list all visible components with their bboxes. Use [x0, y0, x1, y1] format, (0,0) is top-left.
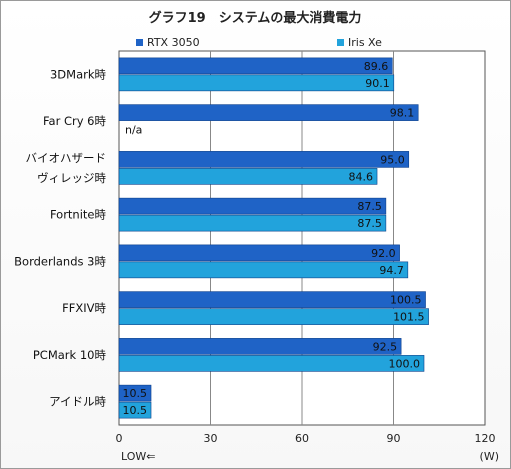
x-axis-low-label: LOW⇐ — [121, 450, 156, 463]
x-axis-unit-label: (W) — [480, 450, 499, 463]
x-tick-label-60: 60 — [295, 432, 309, 445]
value-label-1-6: 100.5 — [390, 294, 422, 307]
x-tick-label-0: 0 — [116, 432, 123, 445]
category-label-4: Fortnite時 — [50, 208, 107, 222]
value-label-2-5: 94.7 — [379, 264, 404, 277]
bar-2-5 — [118, 261, 409, 279]
value-label-2-6: 101.5 — [393, 311, 425, 324]
value-label-2-2: n/a — [125, 124, 142, 137]
value-label-1-3: 95.0 — [380, 153, 405, 166]
value-label-1-4: 87.5 — [357, 200, 382, 213]
category-label-8: アイドル時 — [49, 395, 106, 409]
legend-label-1: RTX 3050 — [147, 36, 200, 49]
bar-1-4 — [118, 197, 387, 215]
category-label-1: 3DMark時 — [50, 67, 107, 81]
value-label-2-1: 90.1 — [365, 77, 390, 90]
category-label-3-line-2: ヴィレッジ時 — [37, 171, 106, 185]
x-tick-label-90: 90 — [387, 432, 401, 445]
value-label-1-7: 92.5 — [373, 340, 398, 353]
legend-swatch-1 — [136, 39, 143, 46]
chart-title: グラフ19 システムの最大消費電力 — [149, 10, 362, 26]
x-tick-label-30: 30 — [204, 432, 218, 445]
category-label-6: FFXIV時 — [62, 301, 106, 315]
value-label-1-5: 92.0 — [371, 247, 396, 260]
value-label-2-7: 100.0 — [389, 357, 421, 370]
bar-1-3 — [118, 151, 410, 168]
value-label-2-3: 84.6 — [349, 170, 374, 183]
value-label-2-8: 10.5 — [123, 404, 148, 417]
value-label-2-4: 87.5 — [357, 217, 382, 230]
bar-2-4 — [118, 214, 387, 232]
bar-1-6 — [118, 291, 426, 308]
category-label-2: Far Cry 6時 — [43, 114, 107, 128]
x-tick-label-120: 120 — [475, 432, 496, 445]
legend-swatch-2 — [337, 39, 344, 46]
category-label-3-line-1: バイオハザード — [26, 151, 107, 165]
value-label-1-8: 10.5 — [123, 387, 148, 400]
bar-1-2 — [118, 104, 419, 121]
bar-1-7 — [118, 338, 402, 355]
category-label-7: PCMark 10時 — [33, 348, 107, 362]
category-label-5: Borderlands 3時 — [14, 254, 106, 268]
bar-2-6 — [118, 308, 429, 325]
bar-2-8 — [118, 401, 152, 419]
bar-1-1 — [118, 57, 393, 75]
bar-1-8 — [118, 384, 152, 402]
value-label-1-2: 98.1 — [390, 107, 415, 120]
bar-2-3 — [118, 168, 378, 185]
legend-label-2: Iris Xe — [348, 36, 382, 49]
bar-1-5 — [118, 244, 400, 262]
bar-2-7 — [118, 355, 425, 372]
value-label-1-1: 89.6 — [364, 60, 389, 73]
bar-2-1 — [118, 74, 395, 92]
